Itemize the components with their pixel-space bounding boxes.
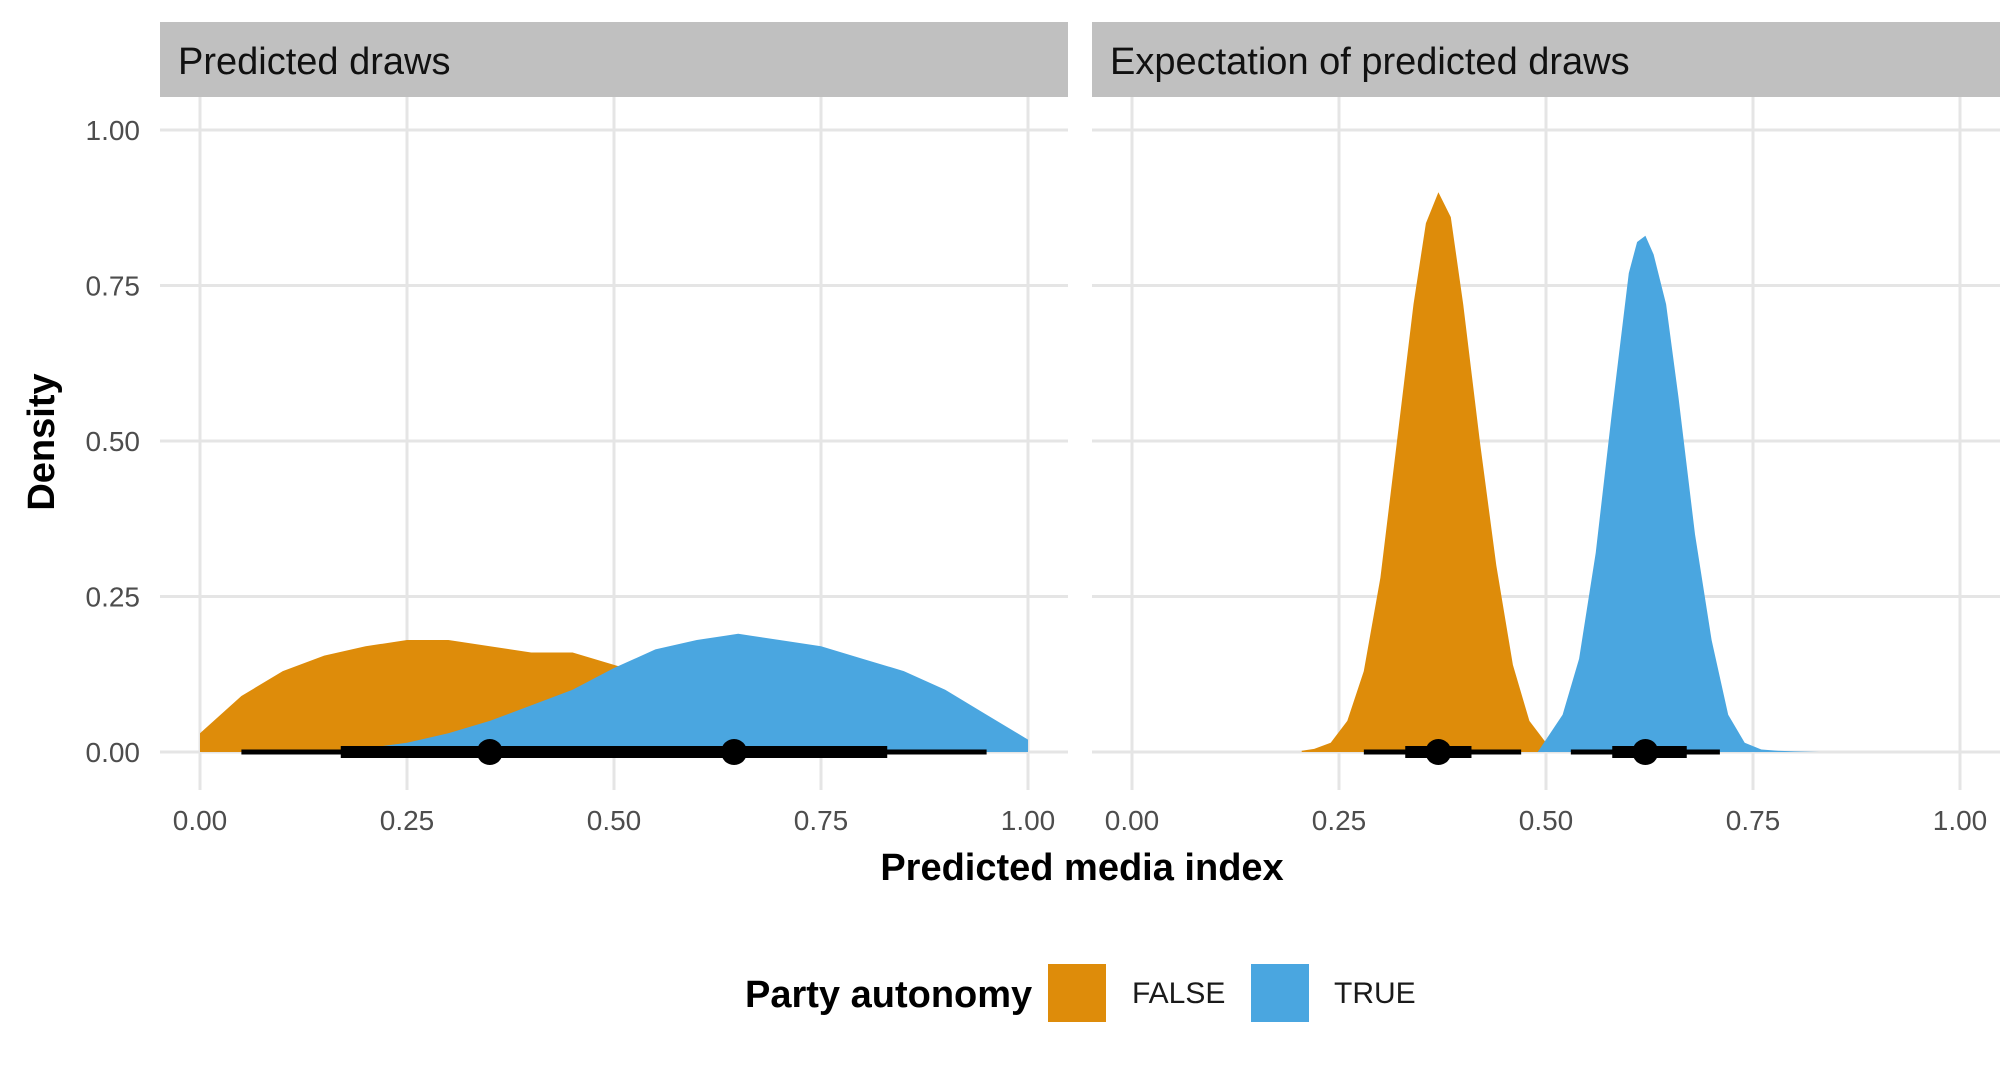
x-tick-label: 1.00 bbox=[1001, 805, 1056, 836]
point-estimate-false bbox=[476, 739, 503, 765]
x-tick-label: 1.00 bbox=[1933, 805, 1988, 836]
panel-title: Predicted draws bbox=[178, 41, 450, 83]
y-tick-label: 0.50 bbox=[86, 426, 141, 457]
panel-2: Expectation of predicted draws 0.00 0.25 0.… bbox=[1092, 22, 2000, 836]
legend-label-true: TRUE bbox=[1334, 977, 1416, 1010]
x-tick-label: 0.75 bbox=[794, 805, 849, 836]
density-area-false bbox=[1301, 192, 1571, 752]
y-tick-label: 0.00 bbox=[86, 737, 141, 768]
legend-label-false: FALSE bbox=[1132, 977, 1225, 1010]
x-tick-label: 0.25 bbox=[380, 805, 435, 836]
x-tick-label: 0.50 bbox=[587, 805, 642, 836]
density-area-true bbox=[1537, 235, 1820, 752]
x-tick-label: 0.75 bbox=[1726, 805, 1781, 836]
point-estimate-true bbox=[721, 739, 748, 765]
panel-1: Predicted draws 0.00 0.25 0.50 0.75 1.00 0.00 0… bbox=[86, 22, 1068, 836]
y-axis-title: Density bbox=[21, 373, 63, 510]
density-area-true bbox=[332, 633, 1028, 752]
legend-key-true bbox=[1251, 964, 1309, 1022]
chart-panels: Predicted draws 0.00 0.25 0.50 0.75 1.00 0.00 0… bbox=[86, 22, 2000, 836]
x-axis-title: Predicted media index bbox=[880, 847, 1283, 889]
x-tick-label: 0.00 bbox=[173, 805, 228, 836]
panel-strip bbox=[1092, 22, 2000, 97]
point-estimate-true bbox=[1632, 739, 1659, 765]
y-tick-label: 0.75 bbox=[86, 271, 141, 302]
legend: Party autonomy FALSE TRUE bbox=[745, 964, 1416, 1022]
x-tick-label: 0.25 bbox=[1312, 805, 1367, 836]
y-tick-label: 1.00 bbox=[86, 115, 141, 146]
x-tick-label: 0.00 bbox=[1105, 805, 1160, 836]
panel-strip bbox=[160, 22, 1068, 97]
legend-title: Party autonomy bbox=[745, 974, 1032, 1016]
x-tick-label: 0.50 bbox=[1519, 805, 1574, 836]
y-tick-label: 0.25 bbox=[86, 582, 141, 613]
panel-title: Expectation of predicted draws bbox=[1110, 41, 1630, 83]
legend-key-false bbox=[1048, 964, 1106, 1022]
point-estimate-false bbox=[1425, 739, 1452, 765]
